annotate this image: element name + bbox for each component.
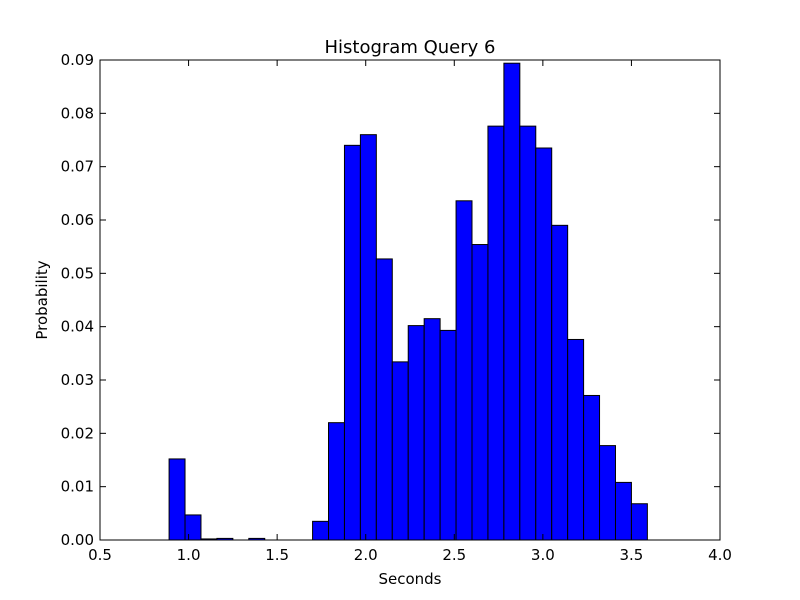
x-tick-label: 3.5	[619, 546, 643, 564]
ticks-layer: 0.5 1.0 1.5 2.0 2.5 3.0 3.5 4.0 0.00 0.01 0.02 0.03…	[61, 51, 732, 564]
histogram-bar	[551, 224, 569, 541]
histogram-bar	[471, 244, 489, 541]
y-tick-label: 0.02	[61, 424, 94, 442]
histogram-bar	[359, 134, 377, 541]
histogram-bar	[328, 422, 345, 541]
bars-layer	[168, 62, 648, 541]
y-tick-label: 0.05	[61, 264, 94, 282]
histogram-bar	[423, 318, 441, 541]
x-tick-label: 1.0	[177, 546, 201, 564]
histogram-bar	[535, 147, 553, 541]
histogram-bar	[407, 325, 425, 541]
histogram-bar	[583, 394, 601, 541]
y-tick-label: 0.09	[61, 51, 94, 69]
histogram-bar	[375, 258, 393, 541]
histogram-bar	[599, 445, 616, 541]
y-tick-label: 0.03	[61, 371, 94, 389]
y-tick-label: 0.01	[61, 478, 94, 496]
x-tick-label: 3.0	[531, 546, 555, 564]
histogram-bar	[630, 503, 648, 541]
y-tick-label: 0.04	[61, 318, 94, 336]
chart-title: Histogram Query 6	[325, 37, 496, 58]
x-tick-label: 0.5	[88, 546, 112, 564]
histogram-bar	[519, 125, 537, 541]
histogram-bar	[439, 329, 457, 541]
x-tick-label: 4.0	[708, 546, 732, 564]
histogram-bar	[503, 62, 521, 541]
y-axis-title: Probability	[33, 260, 51, 339]
x-tick-label: 1.5	[265, 546, 289, 564]
histogram-bar	[391, 361, 409, 541]
y-tick-label: 0.06	[61, 211, 94, 229]
x-tick-label: 2.5	[442, 546, 466, 564]
x-axis-title: Seconds	[378, 570, 441, 588]
y-tick-label: 0.00	[61, 531, 94, 549]
x-tick-label: 2.0	[354, 546, 378, 564]
histogram-bar	[184, 514, 202, 541]
histogram-bar	[487, 125, 505, 541]
y-tick-label: 0.07	[61, 158, 94, 176]
histogram-bar	[168, 458, 186, 541]
histogram-bar	[567, 338, 585, 541]
plot-frame	[99, 59, 721, 541]
y-tick-label: 0.08	[61, 104, 94, 122]
histogram-bar	[343, 144, 361, 541]
histogram-bar	[312, 520, 330, 541]
histogram-bar	[614, 481, 632, 541]
histogram-bar	[455, 200, 473, 541]
